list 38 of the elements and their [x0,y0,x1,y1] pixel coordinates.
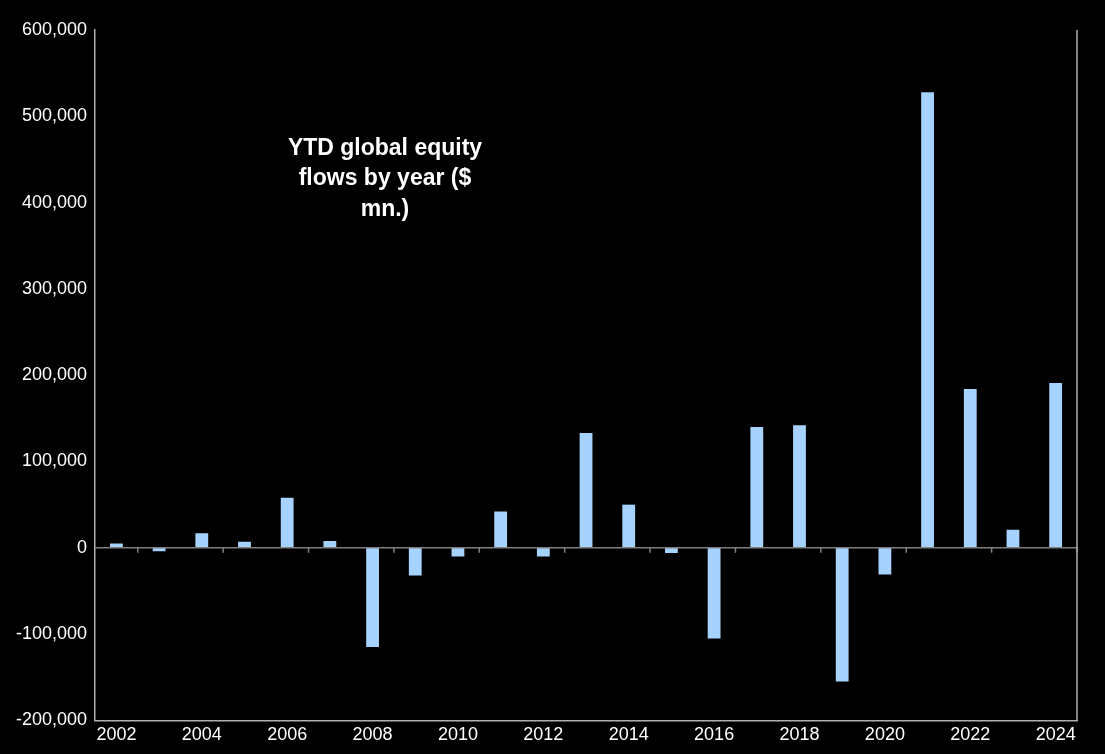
x-tick-label: 2010 [437,724,478,745]
y-tick-label: 0 [77,536,88,557]
x-tick-label: 2016 [694,724,735,745]
bar [750,426,764,548]
y-tick-label: 300,000 [21,277,88,298]
y-tick-label: 100,000 [21,450,88,471]
y-tick-label: 400,000 [21,191,88,212]
bar [707,547,721,639]
x-tick-label: 2006 [267,724,308,745]
text: YTD global equity flows by year ($ mn.) [286,133,484,223]
bar [878,547,892,575]
bar [195,533,209,548]
bar [1049,382,1063,548]
y-tick-label: -100,000 [16,623,88,644]
bar [921,92,934,548]
bar [110,543,123,548]
bar [793,425,806,548]
x-tick-label: 2018 [779,724,820,745]
y-tick-label: 600,000 [21,18,88,39]
bar [835,547,849,682]
x-tick-label: 2012 [523,724,564,745]
bar [494,511,508,548]
bar [280,497,294,548]
x-tick-label: 2022 [950,724,991,745]
x-tick-label: 2004 [181,724,222,745]
x-tick-label: 2002 [96,724,137,745]
bar [963,389,977,548]
x-tick-label: 2008 [352,724,393,745]
bar [408,547,422,576]
y-tick-label: -200,000 [16,709,88,730]
bar [579,433,593,548]
x-tick-label: 2020 [864,724,905,745]
x-tick-label: 2024 [1035,724,1076,745]
y-tick-label: 200,000 [21,364,88,385]
x-tick-label: 2014 [608,724,649,745]
bar [366,547,379,648]
bar [622,504,636,548]
y-tick-label: 500,000 [21,105,88,126]
